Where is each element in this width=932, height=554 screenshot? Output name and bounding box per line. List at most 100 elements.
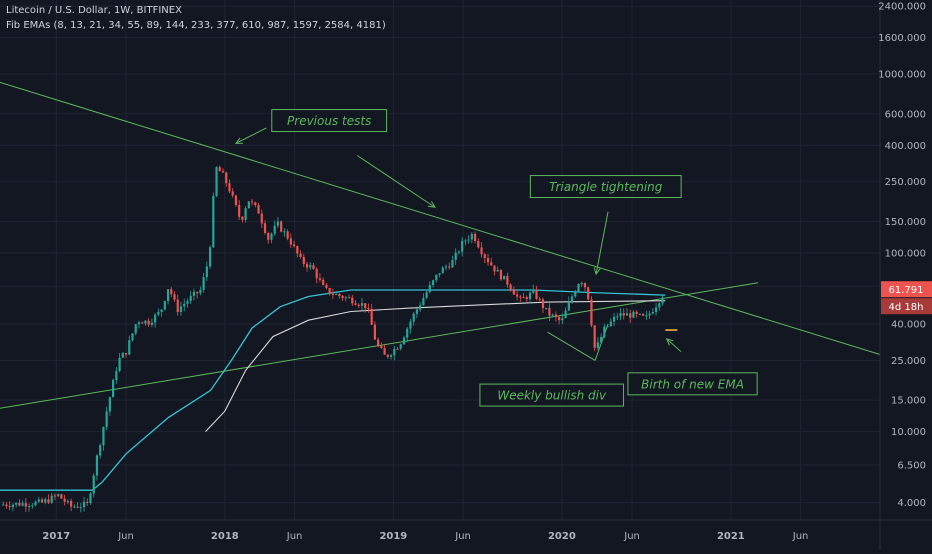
candle-body xyxy=(467,239,470,241)
x-tick-label: 2017 xyxy=(42,531,70,542)
candle-body xyxy=(383,348,386,355)
candle-body xyxy=(645,315,648,317)
candle-body xyxy=(2,504,5,506)
candle-body xyxy=(574,291,577,297)
candle-body xyxy=(53,495,57,497)
candle-body xyxy=(66,500,69,502)
candle-body xyxy=(57,494,60,497)
candle-body xyxy=(370,308,373,325)
candle-layer xyxy=(2,165,664,513)
candle-body xyxy=(509,284,512,290)
candle-body xyxy=(603,326,606,337)
annotation-text: Birth of new EMA xyxy=(641,377,744,391)
annotation-arrow xyxy=(235,127,267,144)
annotation-text: Weekly bullish div xyxy=(497,389,607,403)
candle-body xyxy=(112,380,115,398)
trendline xyxy=(0,81,881,355)
candle-body xyxy=(47,499,50,503)
candle-body xyxy=(367,308,370,310)
candle-body xyxy=(567,301,570,311)
candle-body xyxy=(629,313,632,318)
candle-body xyxy=(231,191,234,196)
candle-body xyxy=(412,313,415,322)
candle-body xyxy=(658,303,661,308)
candle-body xyxy=(532,289,535,293)
candle-body xyxy=(150,322,153,325)
candle-body xyxy=(642,313,645,316)
candle-body xyxy=(121,352,124,358)
candle-body xyxy=(328,288,331,294)
y-tick-label: 40.000 xyxy=(891,319,926,330)
candle-body xyxy=(118,357,121,371)
candle-body xyxy=(263,223,267,233)
time-axis-background xyxy=(0,520,932,550)
candle-body xyxy=(102,426,105,446)
x-tick-label: Jun xyxy=(117,531,134,542)
candle-body xyxy=(338,293,341,297)
candle-body xyxy=(461,240,464,252)
x-tick-label: 2019 xyxy=(379,531,407,542)
candle-body xyxy=(166,289,170,302)
candle-body xyxy=(134,324,137,334)
candle-body xyxy=(499,270,503,280)
candle-body xyxy=(147,320,150,325)
candle-body xyxy=(561,318,564,321)
candle-body xyxy=(163,301,166,310)
candle-body xyxy=(609,321,612,327)
annotation-box xyxy=(479,383,625,407)
candle-body xyxy=(535,289,538,299)
candle-body xyxy=(228,183,231,192)
candle-body xyxy=(616,316,619,318)
candle-body xyxy=(360,303,364,306)
candle-body xyxy=(648,313,651,316)
annotation-box xyxy=(271,109,388,133)
arrow-head xyxy=(234,137,243,144)
candle-body xyxy=(448,266,451,268)
candle-body xyxy=(183,303,186,307)
candle-body xyxy=(396,348,399,350)
candle-body xyxy=(480,247,483,255)
candle-body xyxy=(305,263,309,268)
candle-body xyxy=(225,172,228,184)
candle-body xyxy=(490,262,493,266)
candle-body xyxy=(31,505,34,507)
grid-layer xyxy=(0,0,880,520)
price-tag-value: 61.791 xyxy=(889,285,924,296)
arrow-head xyxy=(427,200,436,208)
price-axis-background xyxy=(880,0,932,550)
candle-body xyxy=(422,297,425,306)
candle-body xyxy=(444,266,448,268)
candle-body xyxy=(347,297,351,299)
candle-body xyxy=(157,311,160,315)
candle-body xyxy=(199,289,202,294)
candle-body xyxy=(267,232,270,240)
candle-body xyxy=(221,171,225,173)
candle-body xyxy=(63,498,66,502)
candle-body xyxy=(289,238,292,245)
candle-body xyxy=(79,507,82,509)
y-tick-label: 15.000 xyxy=(891,396,926,407)
candle-body xyxy=(318,278,322,280)
candle-body xyxy=(37,499,40,502)
x-tick-label: 2018 xyxy=(211,531,239,542)
candle-body xyxy=(393,348,396,356)
annotation-text: Previous tests xyxy=(287,114,371,128)
candle-body xyxy=(173,294,176,300)
candle-body xyxy=(612,316,616,322)
y-tick-label: 250.000 xyxy=(885,177,926,188)
indicator-legend[interactable]: Fib EMAs (8, 13, 21, 34, 55, 89, 144, 23… xyxy=(6,20,386,31)
candle-body xyxy=(154,314,157,323)
candle-body xyxy=(196,291,199,294)
candle-body xyxy=(558,317,561,321)
candle-body xyxy=(402,337,406,345)
ema-layer xyxy=(0,289,666,491)
y-tick-label: 400.000 xyxy=(885,141,926,152)
candle-body xyxy=(590,299,593,326)
candle-body xyxy=(351,297,354,304)
annotation-layer: Previous tests Triangle tightening Weekly … xyxy=(234,109,758,407)
candle-body xyxy=(18,502,21,506)
y-tick-label: 6.500 xyxy=(897,461,926,472)
price-tag-box xyxy=(881,281,932,298)
